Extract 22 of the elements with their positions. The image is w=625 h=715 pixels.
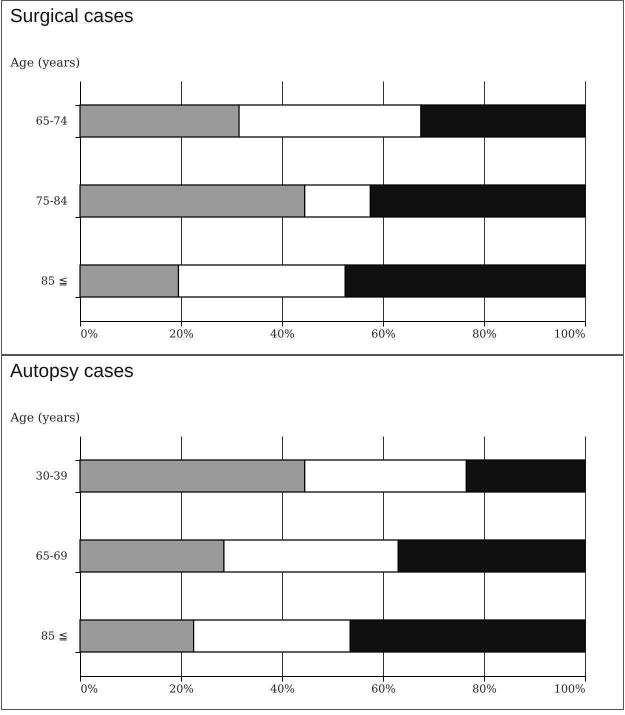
chart-title: Surgical cases xyxy=(10,6,134,27)
x-tick-label: 100% xyxy=(554,328,586,340)
y-tick-label: 85 ≦ xyxy=(41,274,68,288)
x-tick-label: 0% xyxy=(80,328,98,340)
y-tick-label: 65-69 xyxy=(36,550,68,562)
y-tick-label: 30-39 xyxy=(36,470,68,482)
y-axis-title: Age (years) xyxy=(10,56,80,70)
x-tick-label: 60% xyxy=(371,682,396,696)
y-tick-label: 75-84 xyxy=(36,194,68,208)
x-tick-label: 80% xyxy=(472,682,497,696)
x-tick-label: 0% xyxy=(80,682,98,696)
y-tick-label: 85 ≦ xyxy=(41,630,68,642)
x-tick-label: 20% xyxy=(169,682,194,696)
x-tick-label: 20% xyxy=(169,328,194,340)
x-tick-label: 100% xyxy=(554,682,586,696)
y-tick-label: 65-74 xyxy=(36,114,68,128)
x-tick-label: 40% xyxy=(270,328,295,340)
chart-title: Autopsy cases xyxy=(10,361,134,382)
x-tick-label: 60% xyxy=(371,328,396,340)
y-axis-title: Age (years) xyxy=(10,410,80,424)
x-tick-label: 80% xyxy=(472,328,497,340)
x-tick-label: 40% xyxy=(270,682,295,696)
